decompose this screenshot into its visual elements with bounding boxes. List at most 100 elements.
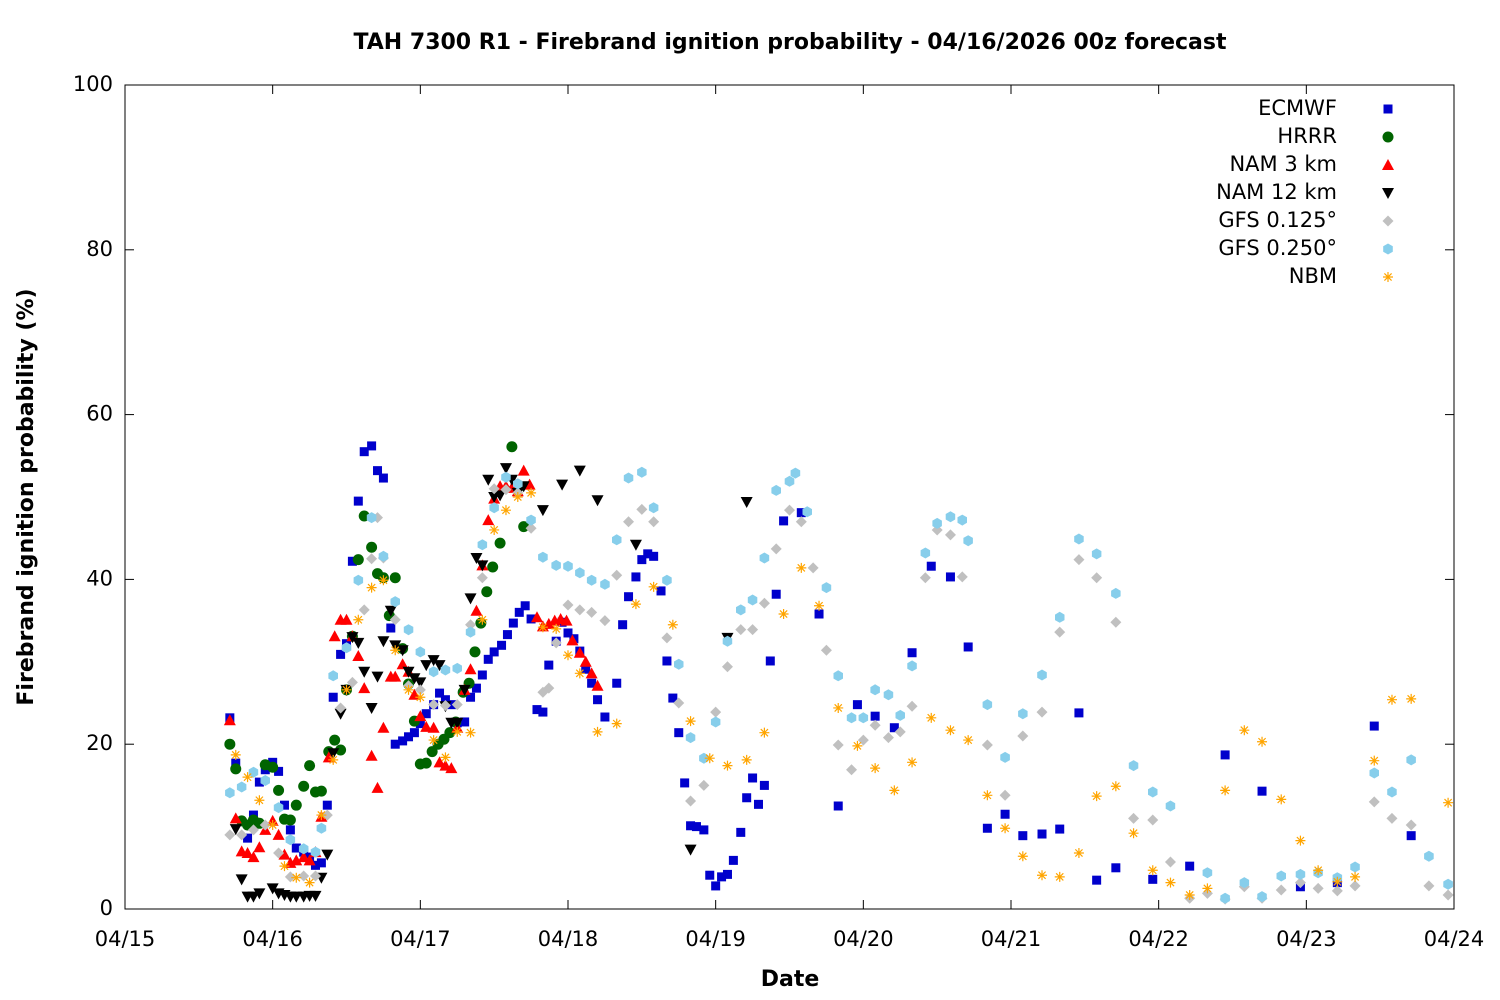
data-point [586,574,597,586]
data-point [398,736,408,746]
x-axis-title: Date [761,967,820,992]
data-point [464,663,477,675]
data-point [1202,867,1213,879]
data-point [346,632,359,644]
x-tick-label: 04/23 [1276,927,1337,951]
data-point [611,569,623,581]
data-point [1275,884,1287,896]
data-point [685,716,696,727]
data-point [415,719,425,729]
data-point [710,716,721,728]
data-point [414,677,427,689]
data-point [711,881,721,891]
data-point [1055,611,1065,623]
data-point [285,834,296,846]
data-point [1000,809,1010,819]
data-point [704,753,715,764]
data-point [285,825,295,835]
data-point [476,572,488,584]
data-point [469,646,481,658]
data-point [476,560,489,572]
data-point [396,645,409,657]
data-point [894,726,906,738]
data-point [542,617,555,629]
data-point [648,502,659,514]
data-point [403,684,414,695]
data-point [464,593,477,605]
data-point [377,721,390,733]
data-point [433,660,446,672]
data-point [728,855,738,865]
data-point [477,614,488,625]
data-point [796,508,806,518]
data-point [771,484,781,496]
data-point [592,726,603,737]
data-point [814,609,824,619]
data-point [530,611,543,623]
data-point [414,710,427,722]
data-point [1055,824,1065,834]
data-point [741,754,752,765]
data-point [1406,831,1416,841]
x-tick-label: 04/20 [833,927,894,951]
data-point [636,503,648,515]
data-point [919,572,931,584]
data-point [420,660,433,672]
data-point [833,702,844,713]
x-tick-label: 04/21 [981,927,1042,951]
data-point [253,888,266,900]
data-point [802,506,812,518]
data-point [1405,819,1417,831]
data-point [648,581,659,592]
data-point [1037,669,1047,681]
data-point [389,614,401,626]
data-point [224,738,236,750]
data-point [1164,856,1176,868]
data-point [1220,785,1231,796]
data-point [254,795,265,806]
x-tick-label: 04/17 [390,927,451,951]
data-point [452,726,463,737]
data-point [517,464,530,476]
data-point [526,614,536,624]
data-point [525,522,537,534]
data-point [291,843,301,853]
data-point [1406,693,1417,704]
data-point [260,775,270,786]
data-point [341,642,352,654]
data-point [736,604,746,616]
data-point [1091,548,1102,560]
x-tick-label: 04/15 [95,927,156,951]
data-point [328,630,341,642]
data-point [253,841,266,853]
data-point [470,552,483,564]
data-point [807,562,819,574]
data-point [600,578,610,590]
data-point [500,484,512,496]
data-point [446,700,456,710]
data-point [389,572,401,584]
data-point [1147,814,1159,826]
data-point [846,712,857,724]
data-point [685,795,697,807]
data-point [982,823,992,833]
data-point [328,754,339,765]
legend-marker [1383,272,1393,282]
data-point [229,824,242,836]
data-point [1000,823,1011,834]
data-point [499,463,512,475]
legend-label: NBM [1289,264,1337,288]
data-point [267,819,278,830]
plot-border [124,84,1455,910]
data-point [390,645,401,656]
data-point [1349,880,1361,892]
data-point [759,780,769,790]
data-point [347,556,357,566]
data-point [1073,554,1085,566]
data-point [460,717,470,727]
legend-marker [1383,243,1393,255]
data-point [563,628,573,638]
data-point [225,787,235,799]
data-point [550,637,562,649]
